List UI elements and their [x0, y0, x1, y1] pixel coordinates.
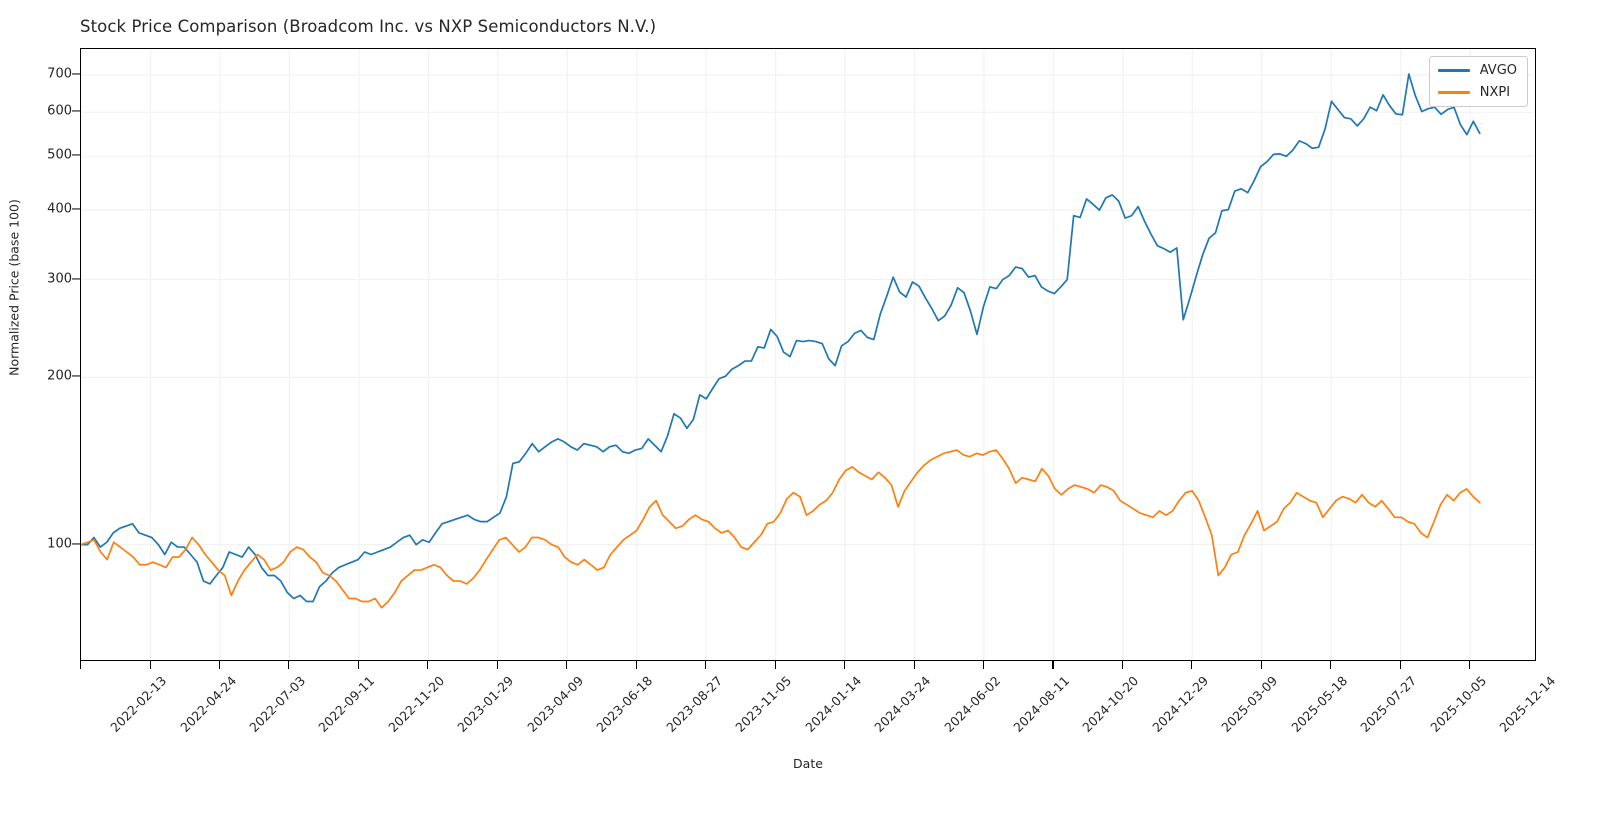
series-line-avgo	[81, 73, 1481, 603]
x-tick-mark	[1260, 661, 1262, 669]
x-tick-label: 2022-09-11	[315, 673, 378, 735]
x-tick-label: 2022-04-24	[176, 673, 239, 735]
y-tick-mark	[72, 278, 80, 280]
x-tick-mark	[218, 661, 220, 669]
plot-area: AVGO NXPI	[80, 48, 1536, 661]
x-tick-label: 2022-02-13	[107, 673, 170, 735]
x-tick-mark	[982, 661, 985, 669]
x-tick-label: 2025-10-05	[1427, 673, 1490, 735]
x-tick-label: 2024-10-20	[1079, 673, 1142, 735]
x-tick-label: 2024-03-24	[871, 673, 934, 735]
x-tick-mark	[427, 661, 429, 669]
x-tick-mark	[149, 661, 151, 669]
x-tick-mark	[1330, 661, 1332, 669]
x-tick-label: 2025-03-09	[1218, 673, 1281, 735]
y-axis-tick-labels: 100 200 300 400 500 600 700	[10, 48, 72, 661]
x-tick-mark	[635, 661, 637, 669]
y-tick-label: 400	[47, 201, 72, 217]
x-tick-label: 2022-11-20	[385, 673, 448, 735]
x-tick-label: 2022-07-03	[246, 673, 309, 735]
x-tick-mark	[913, 661, 915, 669]
x-tick-label: 2023-01-29	[454, 673, 517, 735]
x-tick-mark	[357, 661, 359, 669]
x-tick-mark	[1121, 661, 1124, 669]
chart-title: Stock Price Comparison (Broadcom Inc. vs…	[80, 17, 657, 36]
series-line-nxpi	[81, 449, 1481, 609]
y-tick-mark	[72, 154, 80, 156]
y-axis-tick-marks	[72, 48, 81, 661]
y-tick-label: 300	[47, 271, 72, 287]
x-tick-label: 2023-04-09	[523, 673, 586, 735]
x-tick-label: 2023-06-18	[593, 673, 656, 735]
x-tick-mark	[774, 661, 776, 669]
legend-swatch-nxpi	[1437, 91, 1470, 94]
x-tick-mark	[288, 661, 290, 669]
x-axis-tick-labels: 2022-02-13 2022-04-24 2022-07-03 2022-09-11…	[80, 673, 1558, 763]
x-tick-label: 2025-05-18	[1288, 673, 1351, 735]
legend-label-avgo: AVGO	[1479, 63, 1517, 78]
y-tick-label: 500	[47, 147, 72, 163]
x-tick-mark	[1191, 661, 1193, 669]
y-tick-mark	[72, 208, 80, 210]
y-tick-mark	[72, 110, 80, 112]
y-tick-label: 100	[47, 536, 72, 552]
x-tick-mark	[566, 661, 568, 669]
x-tick-label: 2024-12-29	[1149, 673, 1212, 735]
x-tick-mark	[1469, 661, 1471, 669]
x-axis-label: Date	[793, 756, 823, 771]
y-tick-mark	[72, 543, 80, 545]
x-tick-label: 2023-11-05	[732, 673, 795, 735]
legend-swatch-avgo	[1437, 69, 1470, 72]
x-tick-mark	[844, 661, 846, 669]
legend[interactable]: AVGO NXPI	[1428, 56, 1528, 107]
x-tick-mark	[80, 661, 82, 669]
y-tick-mark	[72, 73, 80, 75]
y-tick-label: 200	[47, 368, 72, 384]
x-tick-label: 2023-08-27	[662, 673, 725, 735]
x-tick-label: 2025-12-14	[1496, 673, 1559, 735]
x-tick-mark	[1052, 661, 1054, 669]
legend-item-nxpi[interactable]: NXPI	[1437, 85, 1517, 100]
x-tick-label: 2024-01-14	[801, 673, 864, 735]
x-tick-label: 2024-06-02	[940, 673, 1003, 735]
x-tick-mark	[496, 661, 498, 669]
y-tick-label: 600	[47, 103, 72, 119]
x-tick-mark	[1399, 661, 1401, 669]
legend-item-avgo[interactable]: AVGO	[1437, 63, 1517, 78]
x-tick-label: 2024-08-11	[1010, 673, 1073, 735]
x-axis-tick-marks	[80, 661, 1536, 670]
y-tick-mark	[72, 375, 80, 377]
x-tick-label: 2025-07-27	[1357, 673, 1420, 735]
legend-label-nxpi: NXPI	[1479, 85, 1511, 100]
x-tick-mark	[705, 661, 707, 669]
plot-svg	[81, 49, 1535, 660]
y-tick-label: 700	[47, 66, 72, 82]
